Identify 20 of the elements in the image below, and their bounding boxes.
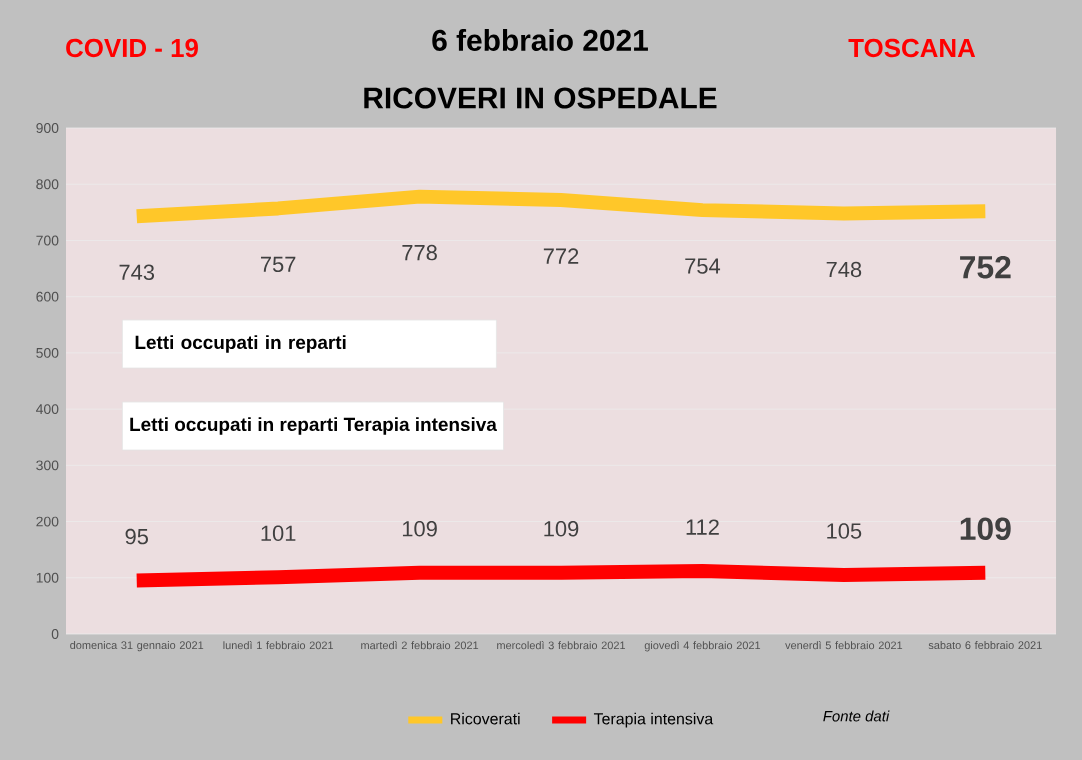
data-label: 752 xyxy=(960,255,1011,279)
data-label: 754 xyxy=(685,258,721,274)
data-label: 743 xyxy=(119,264,155,281)
data-label: 109 xyxy=(544,520,579,537)
annotation: Letti occupati in reparti Terapia intensiva xyxy=(130,417,497,435)
text: TOSCANA xyxy=(848,38,976,58)
data-label: 101 xyxy=(261,525,296,541)
text: COVID - 19 xyxy=(66,38,198,58)
chart-subtitle: RICOVERI IN OSPEDALE xyxy=(364,87,717,109)
chart-title: 6 febbraio 2021 xyxy=(432,29,648,51)
data-label: 95 xyxy=(125,528,148,545)
data-label: 778 xyxy=(402,244,437,261)
data-label: 772 xyxy=(543,248,579,264)
data-label: 105 xyxy=(827,523,862,539)
data-label: 748 xyxy=(826,261,862,278)
data-label: 109 xyxy=(960,517,1011,541)
data-label: 112 xyxy=(686,519,719,535)
annotation: Letti occupati in reparti xyxy=(135,335,346,353)
data-label: 109 xyxy=(402,520,437,537)
data-label: 757 xyxy=(260,256,296,273)
